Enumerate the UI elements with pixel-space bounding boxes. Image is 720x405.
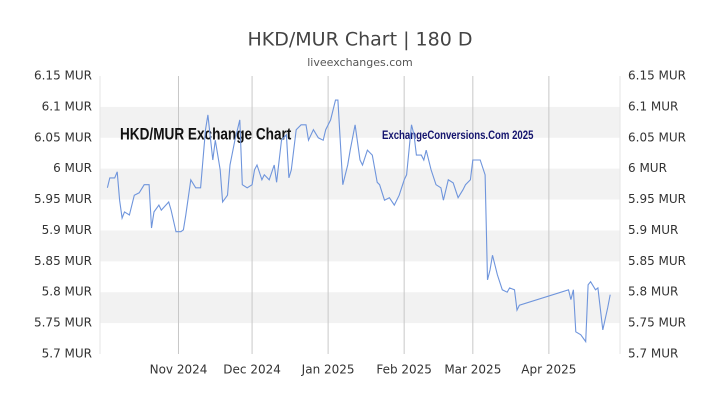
- grid-band: [100, 230, 620, 262]
- watermark: ExchangeConversions.Com 2025: [382, 129, 533, 142]
- grid: [99, 76, 621, 354]
- y2-tick-label: 6 MUR: [628, 161, 667, 175]
- grid-band: [100, 292, 620, 324]
- x-tick-label: Dec 2024: [223, 363, 281, 377]
- grid-band: [100, 106, 620, 138]
- y2-tick-label: 6.15 MUR: [628, 69, 686, 83]
- y2-tick-label: 5.85 MUR: [628, 254, 686, 268]
- y-tick-label: 6.05 MUR: [34, 130, 92, 144]
- y2-tick-label: 5.8 MUR: [628, 285, 678, 299]
- x-tick-label: Mar 2025: [444, 363, 501, 377]
- y-tick-label: 5.95 MUR: [34, 192, 92, 206]
- y2-tick-label: 6.05 MUR: [628, 130, 686, 144]
- y2-tick-label: 5.7 MUR: [628, 347, 678, 361]
- series-line: [106, 99, 611, 344]
- y2-tick-label: 5.9 MUR: [628, 223, 678, 237]
- x-tick-label: Apr 2025: [521, 363, 576, 377]
- x-tick-label: Nov 2024: [150, 363, 208, 377]
- chart-title: HKD/MUR Chart | 180 D: [248, 29, 473, 51]
- y-tick-label: 5.75 MUR: [34, 316, 92, 330]
- y-tick-label: 5.85 MUR: [34, 254, 92, 268]
- y2-tick-label: 6.1 MUR: [628, 99, 678, 113]
- x-tick-label: Feb 2025: [376, 363, 432, 377]
- x-tick-label: Jan 2025: [301, 363, 355, 377]
- y-tick-label: 6.1 MUR: [42, 99, 92, 113]
- y-tick-label: 5.9 MUR: [42, 223, 92, 237]
- watermark: HKD/MUR Exchange Chart: [120, 125, 291, 144]
- bands: [100, 106, 620, 324]
- y2-tick-label: 5.95 MUR: [628, 192, 686, 206]
- y-tick-label: 6.15 MUR: [34, 69, 92, 83]
- y-tick-label: 5.8 MUR: [42, 285, 92, 299]
- chart-subtitle: liveexchanges.com: [307, 56, 412, 69]
- y2-tick-label: 5.75 MUR: [628, 316, 686, 330]
- y-tick-label: 6 MUR: [53, 161, 92, 175]
- y-tick-label: 5.7 MUR: [42, 347, 92, 361]
- grid-band: [100, 168, 620, 200]
